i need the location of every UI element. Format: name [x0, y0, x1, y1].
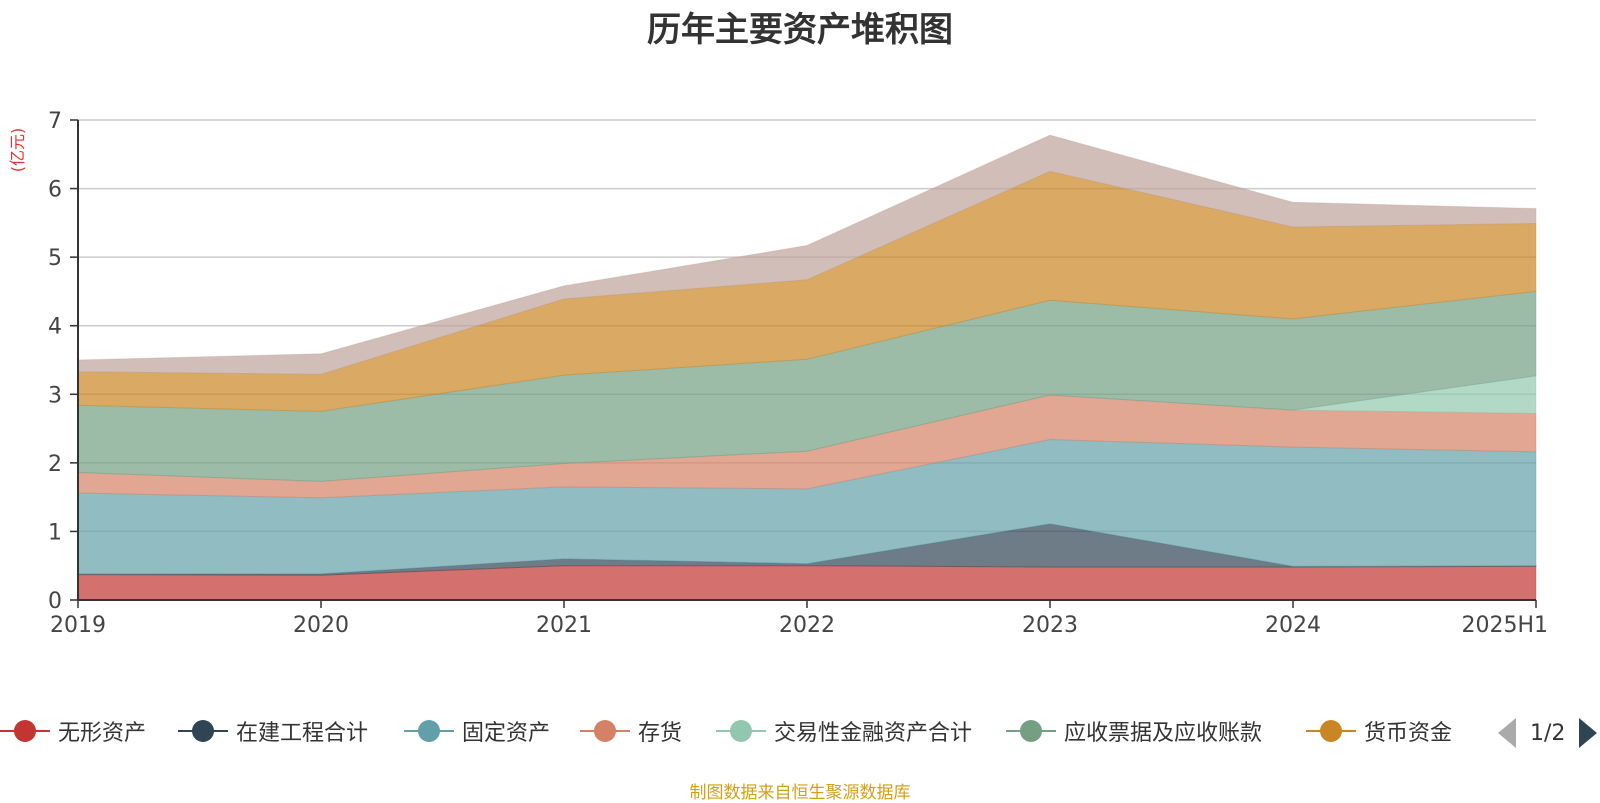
legend-swatch	[1306, 718, 1356, 744]
area-series-group	[77, 134, 1537, 601]
y-tick-label: 2	[48, 452, 62, 477]
tick-labels: 0 1 2 3 4 5 6 7 2019 2020 2021 2022 2023 2024 2025H1	[48, 109, 1548, 638]
y-tick-label: 6	[48, 178, 62, 203]
legend-item[interactable]: 交易性金融资产合计	[716, 714, 972, 748]
legend-label: 无形资产	[58, 721, 147, 746]
axes	[70, 119, 1537, 608]
y-tick-label: 3	[48, 383, 62, 408]
legend-label: 交易性金融资产合计	[774, 721, 973, 746]
x-tick-label: 2024	[1265, 613, 1321, 638]
chart-title: 历年主要资产堆积图	[647, 10, 953, 50]
legend-dot	[1320, 720, 1342, 742]
legend-label: 固定资产	[462, 721, 551, 746]
legend-item[interactable]: 在建工程合计	[178, 714, 368, 748]
legend-page-indicator: 1/2	[1530, 720, 1566, 746]
legend-swatch	[580, 718, 630, 744]
legend-item[interactable]: 货币资金	[1306, 714, 1452, 748]
area-series-4[interactable]	[77, 375, 1537, 482]
legend-item[interactable]: 无形资产	[0, 714, 146, 748]
area-series-5[interactable]	[77, 290, 1537, 482]
legend-label: 存货	[638, 721, 683, 746]
area-series-7[interactable]	[77, 134, 1537, 375]
area-series-6[interactable]	[77, 170, 1537, 412]
legend-pager: 1/2	[1498, 716, 1598, 750]
legend-swatch	[1006, 718, 1056, 744]
y-tick-label: 0	[48, 589, 62, 614]
legend-prev-icon[interactable]	[1498, 718, 1516, 748]
legend-dot	[14, 720, 36, 742]
legend-swatch	[0, 718, 50, 744]
x-tick-label: 2021	[536, 613, 592, 638]
y-tick-label: 1	[48, 520, 62, 545]
legend-swatch	[404, 718, 454, 744]
chart-plot-area: 0 1 2 3 4 5 6 7 2019 2020 2021 2022 2023 2024 2025H1	[48, 109, 1548, 638]
x-tick-label: 2022	[779, 613, 835, 638]
legend-item[interactable]: 固定资产	[404, 714, 550, 748]
legend-dot	[1020, 720, 1042, 742]
legend-label: 应收票据及应收账款	[1064, 721, 1263, 746]
legend-swatch	[716, 718, 766, 744]
x-tick-label: 2019	[50, 613, 106, 638]
legend-dot	[418, 720, 440, 742]
x-tick-label: 2025H1	[1461, 613, 1548, 638]
legend-item[interactable]: 存货	[580, 714, 682, 748]
legend-swatch	[178, 718, 228, 744]
y-tick-label: 7	[48, 109, 62, 134]
legend-item[interactable]: 应收票据及应收账款	[1006, 714, 1262, 748]
source-note: 制图数据来自恒生聚源数据库	[689, 783, 911, 803]
x-tick-label: 2020	[293, 613, 349, 638]
y-tick-label: 5	[48, 246, 62, 271]
legend: 无形资产 在建工程合计 固定资产 存货 交易性金融资产合计 应收票据及应收账款 货币资金	[0, 714, 1600, 754]
legend-dot	[730, 720, 752, 742]
legend-label: 在建工程合计	[236, 721, 369, 746]
x-tick-label: 2023	[1022, 613, 1078, 638]
legend-dot	[594, 720, 616, 742]
legend-label: 货币资金	[1364, 721, 1453, 746]
area-series-2[interactable]	[77, 438, 1537, 575]
y-tick-label: 4	[48, 315, 62, 340]
legend-dot	[192, 720, 214, 742]
legend-next-icon[interactable]	[1579, 718, 1598, 748]
